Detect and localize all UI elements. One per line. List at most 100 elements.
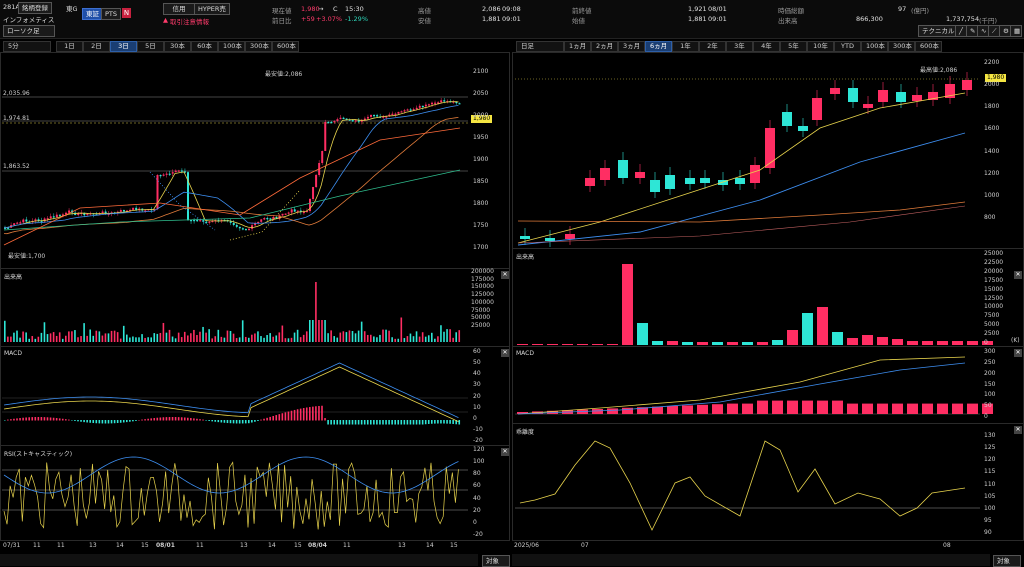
axis-tick-label: 125000 [471,291,494,299]
draw-line-icon[interactable]: ╱ [955,25,967,37]
right-period-tab[interactable]: 3ヵ月 [618,41,645,52]
volume-bar [269,333,271,342]
chart-type-select[interactable]: ローソク足 [3,25,55,37]
volume-bar [327,333,329,342]
volume-bar [223,337,226,342]
volume-bar [101,335,104,342]
left-max-label: 最安値:2,086 [265,71,303,78]
pts-badge[interactable]: PTS [101,8,122,20]
close-icon[interactable]: ✕ [1014,271,1022,279]
right-target-select[interactable]: 対象 [993,555,1021,567]
macd-histogram [220,420,223,423]
right-period-tab[interactable]: 4年 [753,41,780,52]
macd-signal-line [517,356,966,415]
macd-histogram [345,420,348,425]
volume-bar [43,322,46,342]
volume-bar [952,341,963,345]
right-period-tab[interactable]: 10年 [807,41,834,52]
right-max-label: 最高値:2,086 [920,67,958,74]
candle [327,122,330,124]
right-period-tab[interactable]: 5年 [780,41,807,52]
draw-free-icon[interactable]: ∿ [977,25,989,37]
close-icon[interactable]: ✕ [1014,349,1022,357]
time-tick-label: 14 [426,542,434,549]
macd-histogram [46,417,49,421]
axis-tick-label: 1900 [473,156,489,163]
axis-tick-label: 2500 [984,330,1000,338]
candle [830,88,840,94]
close-icon[interactable]: ✕ [501,448,509,456]
right-period-tab[interactable]: 300本 [888,41,915,52]
left-price-panel[interactable] [0,52,510,269]
candle [312,187,315,200]
warning-text[interactable]: 取引注意情報 [170,18,209,26]
volume-bar [202,326,204,342]
register-button[interactable]: 銘柄登録 [18,2,52,14]
axis-tick-label: 110 [984,480,996,488]
macd-histogram [333,420,335,425]
macd-histogram [7,419,9,421]
left-period-tab[interactable]: 600本 [272,41,299,52]
left-period-tab[interactable]: 300本 [245,41,272,52]
right-interval-select[interactable]: 日足 [516,41,564,52]
axis-tick-label: 60 [473,482,481,490]
volume-bar [199,331,201,342]
right-period-tab[interactable]: 600本 [915,41,942,52]
macd-histogram [412,420,415,425]
left-period-tab[interactable]: 5日 [137,41,164,52]
layout-icon[interactable]: ▦ [1010,25,1022,37]
candle [437,102,440,104]
macd-histogram [373,420,375,425]
left-rsi-panel[interactable]: RSI(ストキャスティック) ✕ [0,445,510,541]
axis-tick-label: 40 [473,494,481,502]
right-period-tab[interactable]: 1ヵ月 [564,41,591,52]
left-period-tab[interactable]: 30本 [164,41,191,52]
technical-button[interactable]: テクニカル [918,25,959,37]
left-interval-select[interactable]: 5分 [3,41,51,52]
left-period-tab[interactable]: 1日 [56,41,83,52]
left-macd-panel[interactable]: MACD ✕ [0,346,510,446]
right-period-tab[interactable]: 2年 [699,41,726,52]
left-scroll-overview[interactable] [0,554,478,566]
left-target-select[interactable]: 対象 [482,555,510,567]
volume-bar [370,334,372,342]
macd-histogram [366,420,369,425]
axis-tick-label: 250 [984,358,996,366]
news-icon[interactable]: N [122,8,131,18]
macd-histogram [22,417,24,421]
candle [421,105,424,108]
right-period-tab[interactable]: 2ヵ月 [591,41,618,52]
prevclose-label: 前終値 [572,7,592,15]
axis-tick-label: 105 [984,492,996,500]
volume-bar [321,320,323,342]
hyper-button[interactable]: HYPER売 [194,3,230,15]
left-volume-title: 出来高 [4,274,23,281]
macd-histogram [150,418,152,421]
close-icon[interactable]: ✕ [1014,426,1022,434]
left-period-tab[interactable]: 100本 [218,41,245,52]
left-period-tab[interactable]: 2日 [83,41,110,52]
candle [321,151,324,164]
right-period-tab[interactable]: YTD [834,41,861,52]
right-period-tab[interactable]: 3年 [726,41,753,52]
close-icon[interactable]: ✕ [501,271,509,279]
macd-histogram [937,403,948,414]
volume-bar [116,332,119,342]
candle [665,175,675,189]
close-icon[interactable]: ✕ [501,349,509,357]
right-period-tab[interactable]: 100本 [861,41,888,52]
right-period-tab[interactable]: 6ヵ月 [645,41,672,52]
right-period-tab[interactable]: 1年 [672,41,699,52]
left-period-tab[interactable]: 3日 [110,41,137,52]
candle [305,211,308,213]
candle [260,219,263,222]
macd-histogram [217,420,220,423]
right-scroll-overview[interactable] [512,554,990,566]
credit-button[interactable]: 信用 [163,3,195,15]
right-volume-panel[interactable]: 出来高 ✕ [512,248,1024,347]
volume-bar [592,344,603,345]
volume-bar [159,332,162,342]
ma-short-line [3,101,459,229]
candle [46,218,49,220]
left-period-tab[interactable]: 60本 [191,41,218,52]
